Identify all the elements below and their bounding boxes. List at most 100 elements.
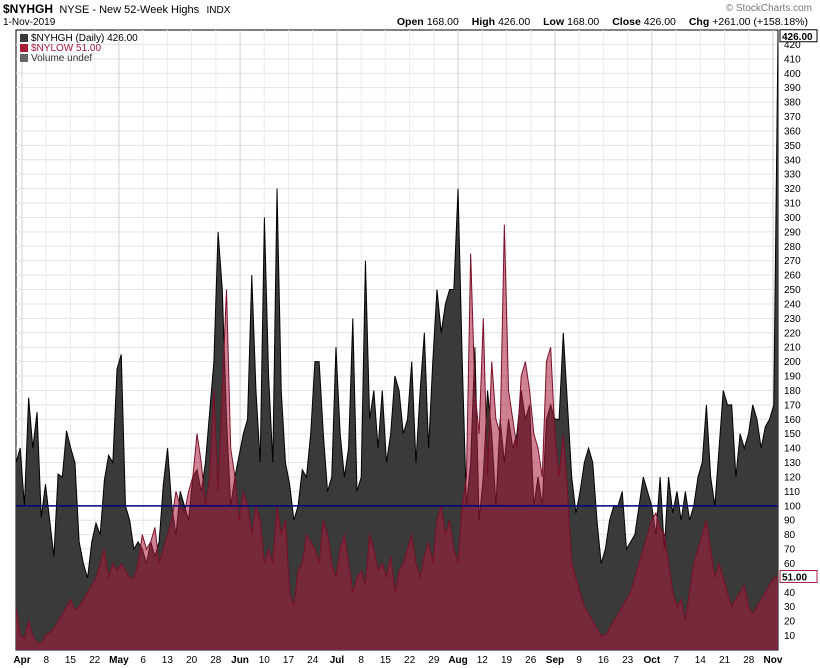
- price-tags: 426.00 51.00: [779, 29, 818, 583]
- legend: $NYHGH (Daily) 426.00 $NYLOW 51.00 Volum…: [20, 33, 138, 64]
- y-tick-label: 260: [784, 271, 801, 282]
- x-tick-label: 21: [719, 655, 731, 666]
- y-tick-label: 230: [784, 314, 801, 325]
- x-tick-label: 28: [743, 655, 755, 666]
- chg-value: +261.00 (+158.18%): [712, 16, 808, 28]
- x-tick-label: 15: [65, 655, 77, 666]
- y-tick-label: 410: [784, 54, 801, 65]
- index-label: INDX: [206, 5, 231, 16]
- y-tick-label: 100: [784, 501, 801, 512]
- y-tick-label: 420: [784, 40, 801, 51]
- x-tick-label: 22: [89, 655, 101, 666]
- y-tick-label: 280: [784, 242, 801, 253]
- price-tag-lows-box: [779, 569, 818, 583]
- price-tag-lows: 51.00: [782, 572, 807, 583]
- x-tick-label: Apr: [13, 655, 30, 666]
- chg-label: Chg: [688, 16, 710, 28]
- y-tick-label: 400: [784, 69, 801, 80]
- y-tick-label: 150: [784, 429, 801, 440]
- y-tick-label: 320: [784, 184, 801, 195]
- y-tick-label: 370: [784, 112, 801, 123]
- y-tick-label: 330: [784, 170, 801, 181]
- y-tick-label: 350: [784, 141, 801, 152]
- symbol: $NYHGH: [3, 2, 54, 16]
- high-label: High: [471, 16, 496, 28]
- x-tick-label: 24: [307, 655, 319, 666]
- y-tick-label: 180: [784, 386, 801, 397]
- x-tick-label: 12: [477, 655, 489, 666]
- y-tick-label: 120: [784, 472, 801, 483]
- y-tick-label: 190: [784, 372, 801, 383]
- series-layer: [15, 35, 779, 650]
- x-tick-label: 9: [576, 655, 582, 666]
- y-tick-label: 20: [784, 617, 796, 628]
- close-label: Close: [612, 16, 641, 28]
- x-tick-label: Jun: [231, 655, 249, 666]
- y-tick-label: 140: [784, 444, 801, 455]
- y-tick-label: 130: [784, 458, 801, 469]
- x-tick-label: 29: [428, 655, 440, 666]
- legend-highs: $NYHGH (Daily) 426.00: [31, 33, 138, 44]
- ohlc-readout: Open 168.00 High 426.00 Low 168.00 Close 426…: [387, 16, 808, 28]
- y-tick-label: 160: [784, 415, 801, 426]
- x-tick-label: 19: [501, 655, 513, 666]
- y-tick-label: 300: [784, 213, 801, 224]
- y-tick-label: 210: [784, 343, 801, 354]
- x-tick-label: 16: [598, 655, 610, 666]
- open-label: Open: [396, 16, 424, 28]
- x-tick-label: 10: [259, 655, 271, 666]
- y-tick-label: 10: [784, 631, 796, 642]
- x-axis: Apr 8 15 22 May 6 13 20 28 Jun 10 17 24 Jul 8 15 22 29 Aug…: [13, 655, 782, 666]
- close-value: 426.00: [643, 16, 676, 28]
- price-tag-highs: 426.00: [782, 32, 813, 43]
- high-value: 426.00: [498, 16, 531, 28]
- y-tick-label: 380: [784, 98, 801, 109]
- y-tick-label: 70: [784, 545, 796, 556]
- chart-header: $NYHGH NYSE - New 52-Week Highs INDX © S…: [0, 0, 820, 30]
- symbol-description: NYSE - New 52-Week Highs: [59, 4, 200, 16]
- series-area-1: [16, 224, 778, 650]
- x-tick-label: 8: [43, 655, 49, 666]
- x-tick-label: 14: [695, 655, 707, 666]
- y-tick-label: 240: [784, 299, 801, 310]
- y-tick-label: 40: [784, 588, 796, 599]
- chart-date: 1-Nov-2019: [3, 17, 56, 28]
- x-tick-label: 15: [380, 655, 392, 666]
- y-tick-label: 250: [784, 285, 801, 296]
- y-tick-label: 110: [784, 487, 800, 498]
- legend-swatch-highs: [20, 34, 28, 42]
- x-tick-label: May: [109, 655, 129, 666]
- y-tick-label: 340: [784, 155, 801, 166]
- x-tick-label: 20: [186, 655, 198, 666]
- y-tick-label: 390: [784, 83, 801, 94]
- x-tick-label: 6: [140, 655, 146, 666]
- legend-swatch-lows: [20, 44, 28, 52]
- y-tick-label: 60: [784, 559, 796, 570]
- series-line-1: [15, 224, 779, 644]
- legend-swatch-volume: [20, 54, 28, 62]
- y-tick-label: 270: [784, 256, 801, 267]
- x-tick-label: Sep: [546, 655, 564, 666]
- x-tick-label: 22: [404, 655, 416, 666]
- y-tick-label: 220: [784, 328, 801, 339]
- x-tick-label: Nov: [764, 655, 783, 666]
- x-tick-label: 17: [283, 655, 295, 666]
- y-tick-label: 290: [784, 227, 801, 238]
- low-label: Low: [543, 16, 565, 28]
- open-value: 168.00: [426, 16, 459, 28]
- x-tick-label: 13: [162, 655, 174, 666]
- low-value: 168.00: [567, 16, 600, 28]
- x-tick-label: 26: [525, 655, 537, 666]
- legend-lows: $NYLOW 51.00: [31, 43, 101, 54]
- copyright[interactable]: © StockCharts.com: [725, 3, 812, 14]
- y-tick-label: 80: [784, 530, 796, 541]
- y-tick-label: 30: [784, 602, 796, 613]
- y-tick-label: 310: [784, 199, 801, 210]
- y-tick-label: 200: [784, 357, 801, 368]
- y-axis: 1020304050607080901001101201301401501601…: [784, 40, 801, 642]
- x-tick-label: Aug: [448, 655, 467, 666]
- y-tick-label: 170: [784, 400, 801, 411]
- y-tick-label: 360: [784, 126, 801, 137]
- x-tick-label: 7: [673, 655, 679, 666]
